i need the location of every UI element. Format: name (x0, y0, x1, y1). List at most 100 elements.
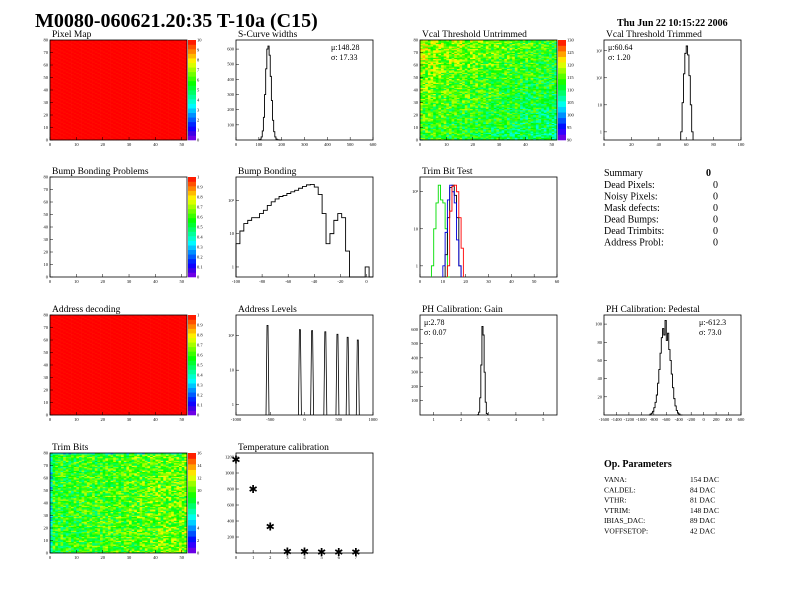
heatmap-cell (158, 93, 161, 96)
heatmap-cell (89, 115, 93, 117)
heatmap-cell (118, 127, 122, 130)
heatmap-cell (422, 137, 426, 140)
heatmap-cell (84, 88, 88, 91)
heatmap-cell (105, 90, 109, 92)
heatmap-cell (86, 127, 90, 130)
heatmap-cell (97, 130, 101, 132)
heatmap-cell (57, 62, 61, 65)
heatmap-cell (427, 70, 431, 72)
heatmap-cell (147, 62, 151, 65)
heatmap-cell (150, 130, 154, 132)
heatmap-cell (71, 86, 75, 88)
heatmap-cell (134, 106, 138, 108)
heatmap-cell (131, 97, 135, 100)
heatmap-cell (52, 81, 56, 83)
heatmap-cell (78, 137, 82, 140)
heatmap-cell (165, 126, 169, 128)
heatmap-cell (84, 65, 88, 67)
heatmap-cell (126, 87, 130, 90)
heatmap-cell (94, 97, 98, 100)
heatmap-cell (142, 71, 146, 73)
heatmap-cell (55, 46, 59, 48)
heatmap-cell (89, 88, 93, 91)
heatmap-cell (420, 65, 423, 67)
heatmap-cell (65, 62, 69, 65)
heatmap-cell (89, 137, 93, 140)
heatmap-cell (427, 106, 431, 108)
heatmap-cell (100, 60, 103, 62)
heatmap-cell (60, 98, 64, 101)
heatmap-cell (158, 53, 161, 56)
heatmap-cell (84, 75, 88, 77)
heatmap-cell (78, 131, 82, 133)
heatmap-cell (129, 130, 132, 132)
heatmap-cell (92, 75, 96, 77)
heatmap-cell (131, 63, 135, 66)
heatmap-cell (76, 138, 80, 141)
heatmap-cell (78, 41, 82, 43)
heatmap-cell (115, 133, 119, 136)
heatmap-cell (129, 46, 132, 48)
heatmap-cell (97, 43, 101, 46)
heatmap-cell (52, 93, 56, 96)
heatmap-cell (92, 53, 96, 56)
heatmap-cell (158, 115, 161, 117)
heatmap-cell (115, 46, 119, 48)
heatmap-cell (89, 80, 93, 82)
heatmap-cell (78, 60, 82, 62)
heatmap-cell (152, 87, 156, 90)
heatmap-cell (430, 67, 434, 70)
heatmap-cell (152, 42, 156, 45)
heatmap-cell (165, 57, 169, 60)
heatmap-cell (430, 78, 434, 81)
heatmap-cell (425, 47, 429, 50)
heatmap-cell (433, 102, 437, 105)
heatmap-cell (121, 43, 125, 46)
heatmap-cell (81, 101, 85, 103)
heatmap-cell (102, 40, 106, 42)
heatmap-cell (78, 122, 82, 125)
op-parameters-title: Op. Parameters (604, 459, 672, 470)
heatmap-cell (118, 128, 122, 131)
heatmap-cell (147, 137, 151, 140)
heatmap-cell (65, 102, 69, 105)
heatmap-cell (84, 71, 88, 73)
heatmap-cell (86, 40, 90, 42)
summary-value: 0 (713, 203, 718, 214)
heatmap-cell (102, 88, 106, 91)
heatmap-cell (168, 128, 172, 131)
heatmap-cell (139, 61, 143, 63)
heatmap-cell (92, 97, 96, 100)
heatmap-cell (427, 87, 431, 90)
heatmap-cell (57, 91, 61, 93)
heatmap-cell (100, 50, 103, 52)
heatmap-cell (50, 118, 53, 121)
heatmap-cell (136, 95, 140, 97)
heatmap-cell (142, 43, 146, 46)
heatmap-cell (134, 87, 138, 90)
heatmap-cell (126, 128, 130, 131)
heatmap-cell (55, 111, 59, 113)
x-tick-label: 100 (255, 142, 263, 147)
heatmap-cell (55, 135, 59, 137)
heatmap-cell (142, 112, 146, 115)
heatmap-cell (86, 107, 90, 110)
heatmap-cell (160, 131, 164, 133)
heatmap-cell (107, 58, 111, 61)
heatmap-cell (435, 78, 439, 81)
heatmap-cell (102, 90, 106, 92)
heatmap-cell (422, 88, 426, 91)
heatmap-cell (97, 57, 101, 60)
heatmap-cell (84, 51, 88, 53)
heatmap-cell (63, 110, 67, 112)
heatmap-cell (163, 60, 167, 62)
heatmap-cell (73, 43, 77, 46)
heatmap-cell (155, 125, 159, 127)
heatmap-cell (63, 80, 67, 82)
heatmap-cell (55, 86, 59, 88)
heatmap-cell (158, 40, 161, 42)
heatmap-cell (92, 115, 96, 117)
heatmap-cell (55, 136, 59, 138)
heatmap-cell (147, 88, 151, 91)
heatmap-cell (102, 138, 106, 141)
